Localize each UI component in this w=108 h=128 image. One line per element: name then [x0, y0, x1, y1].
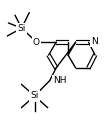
Text: O: O — [33, 38, 40, 47]
Text: N: N — [91, 37, 98, 46]
Text: NH: NH — [53, 76, 66, 85]
Text: Si: Si — [17, 24, 26, 33]
Text: Si: Si — [30, 92, 39, 100]
